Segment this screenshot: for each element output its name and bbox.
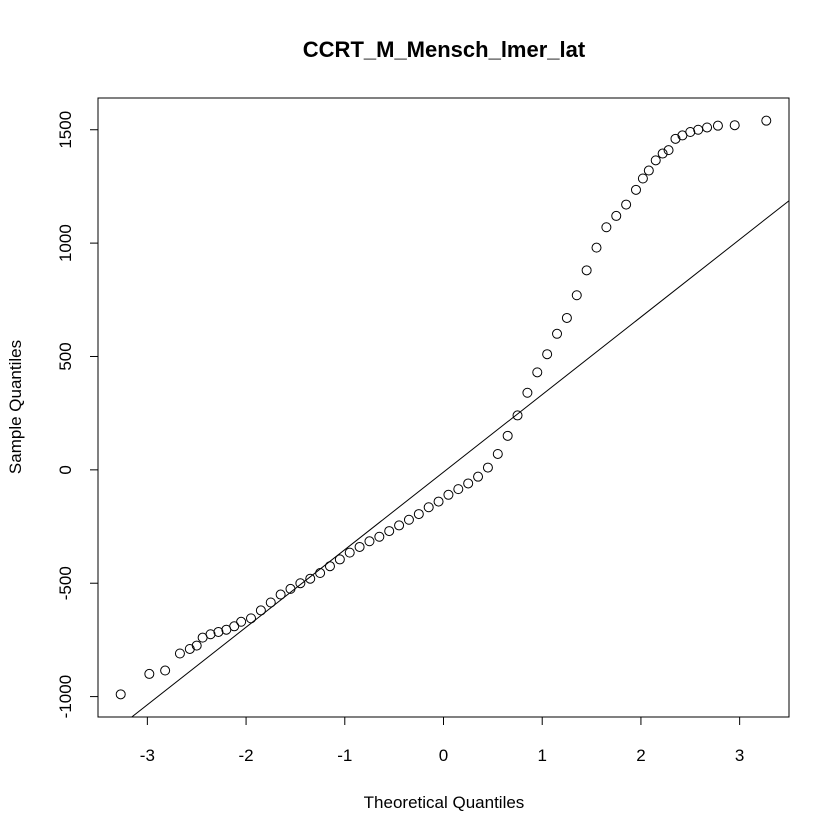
data-point <box>275 589 286 600</box>
data-point <box>512 410 523 421</box>
data-point <box>374 531 385 542</box>
y-axis: -1000 -500 0 500 1000 1500 <box>56 111 99 718</box>
data-point <box>160 665 171 676</box>
x-tick-label: -2 <box>239 746 254 765</box>
data-point <box>144 668 155 679</box>
data-point <box>650 155 661 166</box>
data-point <box>643 165 654 176</box>
data-point <box>702 122 713 133</box>
data-point <box>315 568 326 579</box>
y-tick-label: -500 <box>56 566 75 600</box>
data-point <box>191 640 202 651</box>
data-point <box>729 120 740 131</box>
x-axis-label: Theoretical Quantiles <box>364 793 525 812</box>
x-tick-label: 1 <box>537 746 546 765</box>
y-tick-label: -1000 <box>56 675 75 718</box>
data-point <box>334 554 345 565</box>
data-point <box>236 616 247 627</box>
data-point <box>473 471 484 482</box>
data-point <box>542 349 553 360</box>
y-tick-label: 500 <box>56 342 75 370</box>
x-tick-label: 3 <box>735 746 744 765</box>
data-point <box>657 148 668 159</box>
data-point <box>285 583 296 594</box>
data-point <box>591 242 602 253</box>
chart-title: CCRT_M_Mensch_lmer_lat <box>303 37 586 62</box>
data-point <box>255 605 266 616</box>
x-tick-label: -3 <box>140 746 155 765</box>
data-point <box>463 478 474 489</box>
data-point <box>693 124 704 135</box>
data-point <box>611 210 622 221</box>
x-axis: -3 -2 -1 0 1 2 3 <box>140 716 744 765</box>
data-point <box>403 514 414 525</box>
data-point <box>265 597 276 608</box>
data-point <box>670 133 681 144</box>
x-tick-label: 2 <box>636 746 645 765</box>
data-point <box>443 489 454 500</box>
data-point <box>522 387 533 398</box>
data-point <box>601 222 612 233</box>
data-point <box>685 127 696 138</box>
data-point <box>637 173 648 184</box>
data-point <box>344 547 355 558</box>
y-tick-label: 0 <box>56 465 75 474</box>
data-point <box>174 648 185 659</box>
data-point <box>324 561 335 572</box>
data-point <box>502 430 513 441</box>
data-point <box>229 621 240 632</box>
data-point <box>571 290 582 301</box>
data-point <box>561 312 572 323</box>
data-point <box>433 496 444 507</box>
data-point <box>364 536 375 547</box>
data-point <box>761 115 772 126</box>
data-point <box>621 199 632 210</box>
data-point <box>492 448 503 459</box>
data-point <box>213 626 224 637</box>
data-point <box>394 520 405 531</box>
x-tick-label: 0 <box>439 746 448 765</box>
points-layer <box>115 115 772 700</box>
data-point <box>295 578 306 589</box>
reference-line <box>130 200 789 717</box>
y-tick-label: 1500 <box>56 111 75 149</box>
data-point <box>581 265 592 276</box>
data-point <box>482 462 493 473</box>
data-point <box>712 120 723 131</box>
data-point <box>305 573 316 584</box>
data-point <box>423 502 434 513</box>
y-tick-label: 1000 <box>56 224 75 262</box>
data-point <box>532 367 543 378</box>
data-point <box>453 484 464 495</box>
data-point <box>205 629 216 640</box>
y-axis-label: Sample Quantiles <box>6 340 25 474</box>
data-point <box>184 643 195 654</box>
data-point <box>246 613 257 624</box>
data-point <box>354 541 365 552</box>
data-point <box>663 145 674 156</box>
data-point <box>630 184 641 195</box>
data-point <box>552 328 563 339</box>
x-tick-label: -1 <box>337 746 352 765</box>
data-point <box>413 509 424 520</box>
reference-line-layer <box>130 200 789 717</box>
data-point <box>115 689 126 700</box>
data-point <box>384 526 395 537</box>
plot-frame <box>97 97 790 718</box>
